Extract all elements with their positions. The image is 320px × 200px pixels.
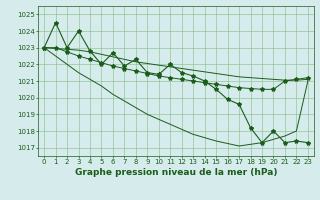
X-axis label: Graphe pression niveau de la mer (hPa): Graphe pression niveau de la mer (hPa) [75,168,277,177]
